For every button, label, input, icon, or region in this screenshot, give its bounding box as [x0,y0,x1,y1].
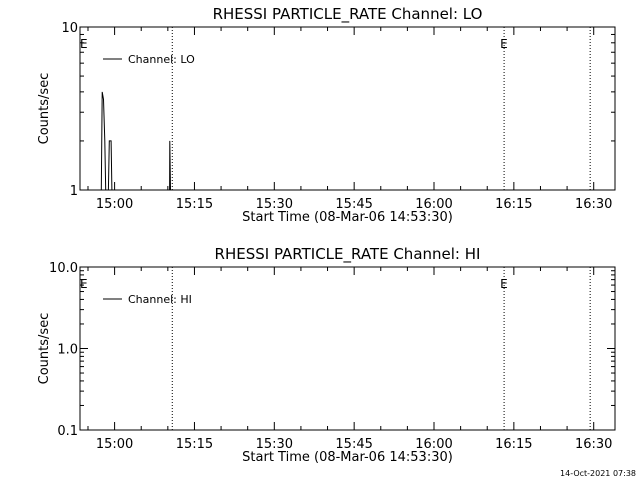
x-tick-label: 16:30 [575,437,612,452]
chart-title: RHESSI PARTICLE_RATE Channel: HI [215,245,481,264]
event-marker-label: E [500,277,508,291]
x-tick-label: 16:15 [495,437,532,452]
chart-panel: RHESSI PARTICLE_RATE Channel: HI 15:00 15:… [37,245,616,465]
legend-entry: Channel: LO [128,53,195,66]
y-tick-label: 10 [61,21,78,36]
x-tick-label: 15:00 [96,197,133,212]
x-tick-label: 15:45 [335,197,372,212]
y-tick-label: 0.1 [57,424,78,439]
event-marker-label: E [80,37,88,51]
x-tick-label: 15:30 [256,437,293,452]
legend-entry: Channel: HI [128,293,192,306]
footer-timestamp: 14-Oct-2021 07:38 [560,469,636,478]
event-marker-label: E [500,37,508,51]
x-tick-label: 15:15 [176,197,213,212]
plot-frame [79,266,616,431]
x-tick-label: 15:45 [335,437,372,452]
plot-frame [79,26,616,191]
x-tick-label: 15:15 [176,437,213,452]
x-axis-label: Start Time (08-Mar-06 14:53:30) [242,450,453,465]
chart-panel: RHESSI PARTICLE_RATE Channel: LO 15:00 15:… [37,5,616,225]
x-tick-label: 16:00 [415,437,452,452]
y-axis-label: Counts/sec [37,73,52,145]
y-tick-label: 1 [70,184,78,199]
series-line [100,91,171,191]
x-tick-label: 15:30 [256,197,293,212]
y-tick-label: 1.0 [57,343,78,358]
y-axis-label: Counts/sec [37,313,52,385]
chart-title: RHESSI PARTICLE_RATE Channel: LO [213,5,483,24]
x-tick-label: 16:00 [415,197,452,212]
y-tick-label: 10.0 [49,261,78,276]
x-tick-label: 16:15 [495,197,532,212]
x-tick-label: 15:00 [96,437,133,452]
x-tick-label: 16:30 [575,197,612,212]
event-marker-label: E [80,277,88,291]
x-axis-label: Start Time (08-Mar-06 14:53:30) [242,210,453,225]
